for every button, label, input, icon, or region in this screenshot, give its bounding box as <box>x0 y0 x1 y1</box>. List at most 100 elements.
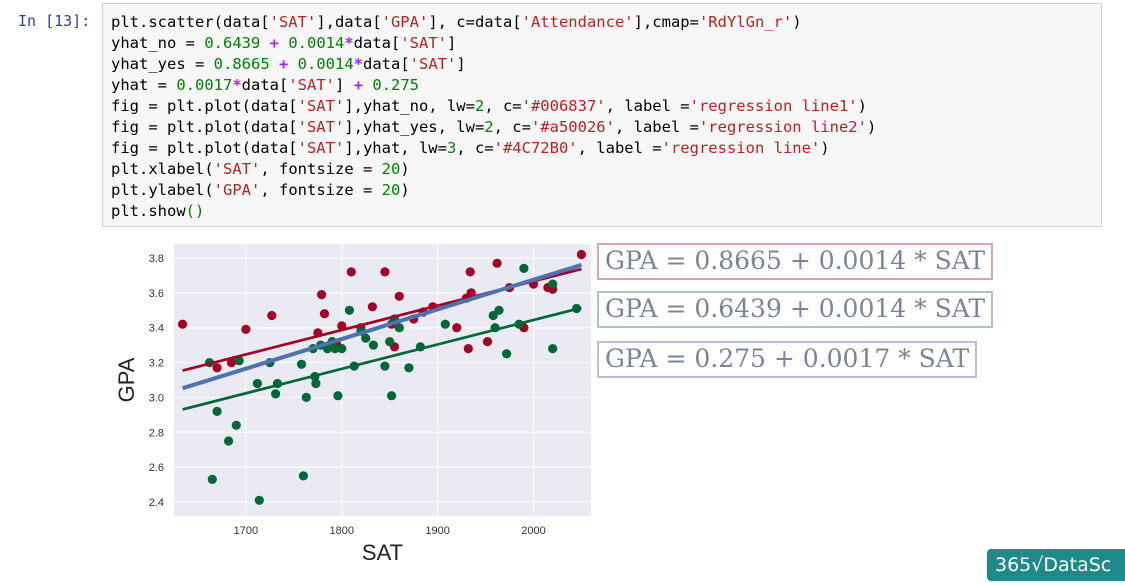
code-token: ],yhat_yes, lw= <box>344 118 485 136</box>
code-token: yhat = <box>111 76 177 94</box>
code-token: ) <box>866 118 877 136</box>
green-data-point <box>380 361 390 371</box>
code-token: ] <box>335 76 354 94</box>
red-data-point <box>465 267 475 277</box>
red-data-point <box>452 323 462 333</box>
code-token: 2 <box>474 97 485 115</box>
green-data-point <box>311 378 321 389</box>
green-data-point <box>548 279 558 289</box>
code-editor[interactable]: plt.scatter(data['SAT'],data['GPA'], c=d… <box>111 12 876 222</box>
code-token: 0.0014 <box>297 55 354 73</box>
code-line: yhat_no = 0.6439 + 0.0014*data['SAT'] <box>111 33 876 54</box>
code-token: 2 <box>484 118 494 136</box>
x-tick-label: 1700 <box>234 525 258 537</box>
green-data-point <box>254 495 264 505</box>
green-data-point <box>212 406 222 416</box>
green-data-point <box>385 337 395 347</box>
green-data-point <box>301 392 311 402</box>
code-token: 'SAT' <box>288 76 336 94</box>
red-data-point <box>178 319 188 329</box>
green-data-point <box>322 344 332 354</box>
code-token: ],cmap= <box>633 13 699 31</box>
y-tick-label: 3.0 <box>149 392 164 404</box>
green-data-point <box>231 420 241 430</box>
code-token: ],yhat, lw= <box>344 139 447 157</box>
code-token: ) <box>400 181 410 199</box>
code-token: ],data[ <box>316 13 382 31</box>
regression-line1 <box>182 306 582 411</box>
code-token: ],yhat_no, lw= <box>344 97 475 115</box>
code-token: ) <box>792 13 802 31</box>
code-line: yhat_yes = 0.8665 + 0.0014*data['SAT'] <box>111 54 876 75</box>
red-data-point <box>319 309 330 319</box>
code-token: 'SAT' <box>297 139 345 157</box>
code-token: , c= <box>484 97 522 115</box>
code-token: + <box>353 76 373 94</box>
code-token: 'SAT' <box>409 55 457 73</box>
code-token: plt.show <box>111 202 186 220</box>
green-data-point <box>361 333 371 343</box>
code-token: + <box>260 34 289 52</box>
code-token: , c= <box>456 139 494 157</box>
code-line: fig = plt.plot(data['SAT'],yhat_yes, lw=… <box>111 117 876 138</box>
brand-logo: 365√DataSc <box>987 549 1125 581</box>
code-token: 'SAT' <box>269 13 317 31</box>
code-token: '#a50026' <box>530 118 615 136</box>
code-token: ) <box>857 97 867 115</box>
code-token: , label = <box>614 118 699 136</box>
red-data-point <box>482 337 493 347</box>
y-axis-label: GPA <box>114 357 139 402</box>
code-cell[interactable]: plt.scatter(data['SAT'],data['GPA'], c=d… <box>102 3 1102 227</box>
code-token: 0.8665 <box>213 55 270 73</box>
code-token: ] <box>456 55 466 73</box>
code-token: 0.0014 <box>288 34 345 52</box>
code-line: plt.scatter(data['SAT'],data['GPA'], c=d… <box>111 12 876 33</box>
code-token: yhat_no = <box>111 34 205 52</box>
green-data-point <box>337 344 347 354</box>
code-token: 'GPA' <box>381 13 429 31</box>
equation-box-line: GPA = 0.275 + 0.0017 * SAT <box>597 341 978 378</box>
code-line: fig = plt.plot(data['SAT'],yhat_no, lw=2… <box>111 96 876 117</box>
regression-line <box>182 262 583 391</box>
code-line: yhat = 0.0017*data['SAT'] + 0.275 <box>111 75 876 96</box>
code-token: 'SAT' <box>400 34 448 52</box>
green-data-point <box>224 436 234 446</box>
code-token: ] <box>447 34 457 52</box>
y-tick-label: 3.8 <box>149 253 164 265</box>
code-token: ) <box>820 139 830 157</box>
code-token: plt.scatter(data[ <box>111 13 270 31</box>
code-token: * <box>232 76 242 94</box>
x-axis-label: SAT <box>362 540 403 565</box>
code-token: , fontsize = <box>260 181 382 199</box>
code-token: yhat_yes = <box>111 55 214 73</box>
code-token: 'Attendance' <box>521 13 634 31</box>
code-token: 'regression line' <box>661 139 821 157</box>
red-data-point <box>492 258 502 268</box>
regression-lines <box>182 262 583 411</box>
code-token: fig = plt.plot(data[ <box>111 139 298 157</box>
code-token: 'regression line1' <box>689 97 858 115</box>
green-data-point <box>440 319 450 329</box>
y-tick-label: 2.6 <box>149 462 164 474</box>
code-token: ) <box>400 160 410 178</box>
red-data-point <box>346 267 356 277</box>
code-token: , fontsize = <box>260 160 382 178</box>
code-token: 'SAT' <box>297 97 345 115</box>
green-data-point <box>271 389 281 399</box>
code-token: , c= <box>493 118 531 136</box>
code-token: 0.0017 <box>176 76 233 94</box>
green-data-point <box>502 349 512 359</box>
code-line: plt.ylabel('GPA', fontsize = 20) <box>111 180 876 201</box>
code-token: + <box>269 55 298 73</box>
code-token: 'SAT' <box>297 118 345 136</box>
code-token: 20 <box>381 181 401 199</box>
code-token: fig = plt.plot(data[ <box>111 118 298 136</box>
code-line: plt.xlabel('SAT', fontsize = 20) <box>111 159 876 180</box>
red-data-point <box>367 302 377 312</box>
scatter-chart: 1700 1800 1900 2000 2.4 2.6 2.8 3.0 3.2 3.4 3.6 3.8… <box>114 244 591 565</box>
x-tick-label: 1800 <box>330 525 354 537</box>
green-data-point <box>344 305 354 315</box>
code-token: data[ <box>353 34 401 52</box>
y-tick-label: 3.6 <box>149 288 164 300</box>
green-data-point <box>234 356 244 366</box>
